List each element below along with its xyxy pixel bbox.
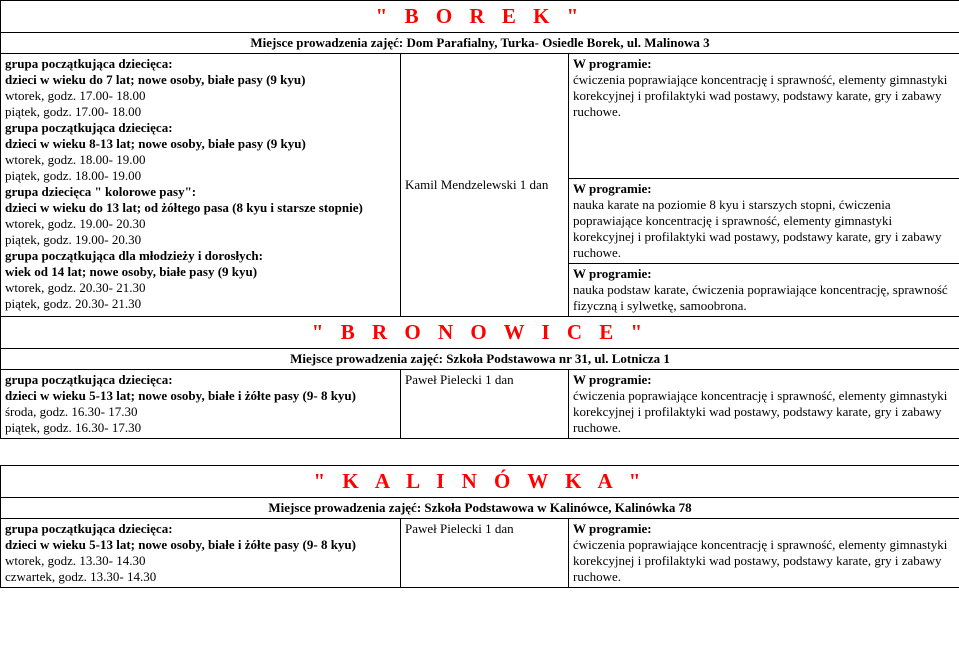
spacer [1,439,959,466]
program-body: ćwiczenia poprawiające koncentrację i sp… [573,72,947,119]
group-header: grupa początkująca dziecięca: [5,56,173,71]
instructor-cell: Kamil Mendzelewski 1 dan [401,54,569,317]
section-title: " B R O N O W I C E " [1,317,959,349]
group-sched: wtorek, godz. 17.00- 18.00 [5,88,145,103]
section-title: " B O R E K " [1,1,959,33]
program-header: W programie: [573,181,652,196]
groups-cell: grupa początkująca dziecięca: dzieci w w… [1,370,401,439]
group-sched: środa, godz. 16.30- 17.30 [5,404,138,419]
groups-cell: grupa początkująca dziecięca: dzieci w w… [1,519,401,588]
groups-cell: grupa początkująca dziecięca: dzieci w w… [1,54,401,317]
group-header: grupa dziecięca " kolorowe pasy": [5,184,196,199]
group-desc: dzieci w wieku do 13 lat; od żółtego pas… [5,200,363,215]
program-body: ćwiczenia poprawiające koncentrację i sp… [573,388,947,435]
program-body: nauka podstaw karate, ćwiczenia poprawia… [573,282,948,313]
group-sched: piątek, godz. 16.30- 17.30 [5,420,141,435]
programs-cell: W programie: ćwiczenia poprawiające konc… [569,54,959,317]
program-header: W programie: [573,372,652,387]
program-body: ćwiczenia poprawiające koncentrację i sp… [573,537,947,584]
program-header: W programie: [573,56,652,71]
group-desc: dzieci w wieku 5-13 lat; nowe osoby, bia… [5,388,356,403]
section-location: Miejsce prowadzenia zajęć: Dom Parafialn… [1,33,959,54]
group-sched: czwartek, godz. 13.30- 14.30 [5,569,156,584]
instructor-cell: Paweł Pielecki 1 dan [401,519,569,588]
group-header: grupa początkująca dziecięca: [5,521,173,536]
group-header: grupa początkująca dla młodzieży i doros… [5,248,263,263]
program-header: W programie: [573,266,652,281]
group-sched: piątek, godz. 19.00- 20.30 [5,232,141,247]
group-sched: wtorek, godz. 19.00- 20.30 [5,216,145,231]
section-title: " K A L I N Ó W K A " [1,466,959,498]
group-header: grupa początkująca dziecięca: [5,372,173,387]
group-sched: piątek, godz. 17.00- 18.00 [5,104,141,119]
schedule-table: " B O R E K " Miejsce prowadzenia zajęć:… [0,0,959,588]
group-sched: piątek, godz. 20.30- 21.30 [5,296,141,311]
section-location: Miejsce prowadzenia zajęć: Szkoła Podsta… [1,498,959,519]
group-header: grupa początkująca dziecięca: [5,120,173,135]
section-location: Miejsce prowadzenia zajęć: Szkoła Podsta… [1,349,959,370]
instructor-cell: Paweł Pielecki 1 dan [401,370,569,439]
group-sched: wtorek, godz. 18.00- 19.00 [5,152,145,167]
group-sched: piątek, godz. 18.00- 19.00 [5,168,141,183]
group-desc: dzieci w wieku do 7 lat; nowe osoby, bia… [5,72,305,87]
group-desc: wiek od 14 lat; nowe osoby, białe pasy (… [5,264,257,279]
program-header: W programie: [573,521,652,536]
programs-cell: W programie: ćwiczenia poprawiające konc… [569,519,959,588]
program-body: nauka karate na poziomie 8 kyu i starszy… [573,197,941,260]
group-sched: wtorek, godz. 13.30- 14.30 [5,553,145,568]
group-sched: wtorek, godz. 20.30- 21.30 [5,280,145,295]
group-desc: dzieci w wieku 8-13 lat; nowe osoby, bia… [5,136,306,151]
programs-cell: W programie: ćwiczenia poprawiające konc… [569,370,959,439]
group-desc: dzieci w wieku 5-13 lat; nowe osoby, bia… [5,537,356,552]
